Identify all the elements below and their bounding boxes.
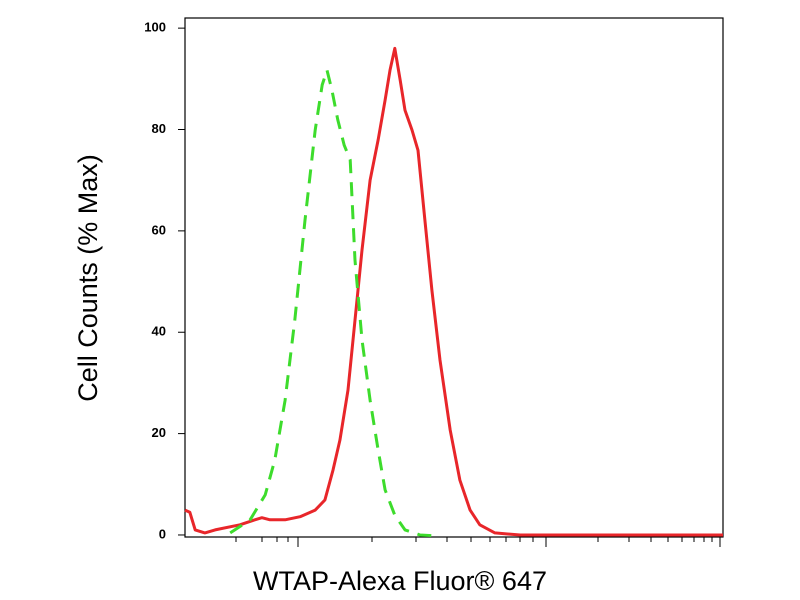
- y-tick-label: 20: [152, 425, 166, 440]
- y-axis-label: Cell Counts (% Max): [73, 154, 103, 402]
- y-tick-label: 0: [159, 526, 166, 541]
- y-tick-label: 40: [152, 324, 166, 339]
- plot-frame: [184, 17, 724, 538]
- x-axis-label: WTAP-Alexa Fluor® 647: [253, 566, 547, 596]
- y-tick-label: 100: [144, 20, 166, 35]
- y-tick-label: 60: [152, 222, 166, 237]
- x-axis-ticks: [235, 537, 721, 547]
- series-line: [229, 68, 441, 538]
- series-line: [184, 46, 723, 537]
- y-tick-label: 80: [152, 121, 166, 136]
